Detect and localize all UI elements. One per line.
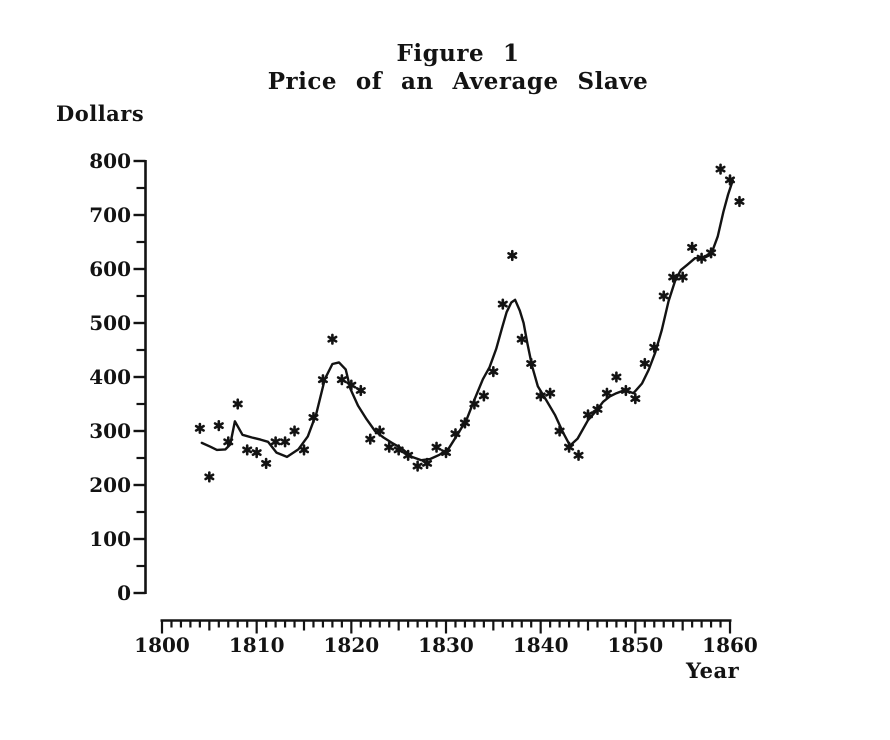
data-point-marker bbox=[601, 387, 612, 399]
data-point-marker bbox=[620, 384, 631, 397]
data-point-marker bbox=[554, 425, 565, 437]
y-tick-label: 700 bbox=[89, 203, 131, 227]
data-point-marker bbox=[706, 247, 717, 259]
data-point-marker bbox=[261, 457, 272, 470]
data-point-marker bbox=[289, 425, 300, 437]
data-point-marker bbox=[469, 398, 480, 410]
y-tick-label: 800 bbox=[89, 149, 131, 173]
figure-title: Figure 1 Price of an Average Slave bbox=[0, 40, 890, 96]
x-tick-label: 1860 bbox=[702, 633, 758, 657]
data-point-marker bbox=[658, 290, 669, 302]
x-tick-label: 1850 bbox=[607, 633, 663, 657]
y-tick-label: 500 bbox=[89, 311, 131, 335]
y-tick-label: 0 bbox=[117, 581, 131, 605]
x-tick-label: 1840 bbox=[513, 633, 569, 657]
figure-number: Figure 1 bbox=[396, 40, 520, 67]
y-axis-title: Dollars bbox=[56, 101, 145, 126]
data-point-marker bbox=[573, 449, 584, 461]
x-tick-label: 1820 bbox=[323, 633, 379, 657]
data-point-marker bbox=[611, 371, 622, 383]
data-point-marker bbox=[194, 422, 205, 434]
data-point-marker bbox=[507, 249, 518, 262]
data-point-marker bbox=[478, 390, 489, 402]
y-tick-label: 400 bbox=[89, 365, 131, 389]
data-point-marker bbox=[535, 390, 546, 402]
data-point-marker bbox=[308, 411, 319, 424]
data-point-marker bbox=[497, 298, 508, 310]
figure-caption: Price of an Average Slave bbox=[267, 68, 649, 95]
data-point-marker bbox=[564, 441, 575, 453]
data-point-marker bbox=[232, 398, 243, 410]
trend-line bbox=[200, 179, 734, 462]
data-point-marker bbox=[374, 425, 385, 437]
x-tick-label: 1810 bbox=[229, 633, 285, 657]
data-point-marker bbox=[582, 409, 594, 421]
data-point-marker bbox=[355, 384, 366, 397]
data-point-marker bbox=[317, 374, 328, 386]
data-point-marker bbox=[516, 333, 527, 345]
data-point-marker bbox=[630, 392, 641, 405]
data-point-marker bbox=[251, 446, 262, 459]
data-point-marker bbox=[526, 357, 537, 370]
data-point-marker bbox=[223, 436, 234, 448]
data-point-marker bbox=[270, 436, 281, 448]
data-point-marker bbox=[346, 379, 357, 391]
data-point-marker bbox=[488, 365, 499, 378]
data-point-marker bbox=[204, 471, 215, 483]
y-tick-label: 100 bbox=[89, 527, 131, 551]
data-point-marker bbox=[450, 428, 461, 440]
data-point-marker bbox=[687, 241, 698, 253]
data-point-marker bbox=[242, 444, 253, 456]
data-point-marker bbox=[403, 449, 414, 461]
data-point-marker bbox=[715, 163, 726, 175]
data-point-marker bbox=[327, 333, 338, 345]
y-tick-label: 200 bbox=[89, 473, 131, 497]
data-point-marker bbox=[213, 419, 224, 432]
data-point-marker bbox=[393, 444, 404, 456]
data-point-marker bbox=[280, 436, 291, 448]
data-point-marker bbox=[639, 357, 650, 370]
y-tick-label: 600 bbox=[89, 257, 131, 281]
data-point-marker bbox=[545, 387, 556, 399]
data-point-marker bbox=[696, 252, 707, 264]
data-point-marker bbox=[592, 403, 603, 416]
data-point-marker bbox=[459, 417, 470, 429]
x-axis-title: Year bbox=[686, 658, 740, 683]
data-point-marker bbox=[431, 441, 442, 453]
data-point-marker bbox=[668, 271, 679, 283]
y-tick-label: 300 bbox=[89, 419, 131, 443]
data-point-marker bbox=[336, 374, 347, 386]
x-tick-label: 1830 bbox=[418, 633, 474, 657]
x-tick-label: 1800 bbox=[134, 633, 190, 657]
data-point-marker bbox=[734, 195, 745, 208]
data-point-marker bbox=[649, 341, 660, 353]
data-point-marker bbox=[412, 460, 423, 472]
data-point-marker bbox=[422, 457, 433, 470]
data-point-marker bbox=[724, 174, 736, 186]
data-point-marker bbox=[384, 441, 395, 453]
data-point-marker bbox=[365, 433, 376, 445]
data-point-marker bbox=[677, 271, 688, 283]
data-point-marker bbox=[298, 444, 310, 456]
data-point-marker bbox=[440, 446, 452, 459]
